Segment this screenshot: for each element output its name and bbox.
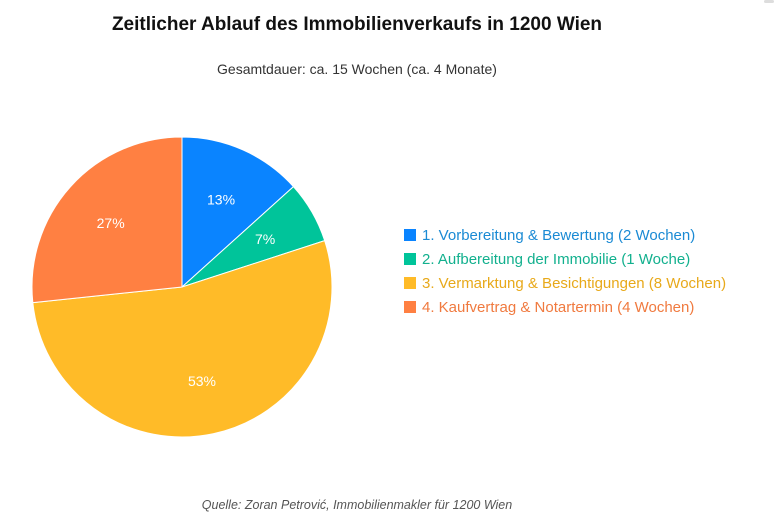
chart-title: Zeitlicher Ablauf des Immobilienverkaufs… (111, 14, 603, 35)
pie-slice-3[interactable] (32, 240, 333, 438)
legend-swatch-4 (404, 301, 416, 313)
legend-swatch-3 (404, 277, 416, 289)
legend-item-2[interactable]: 2. Aufbereitung der Immobilie (1 Woche) (404, 247, 726, 271)
chart-legend: 1. Vorbereitung & Bewertung (2 Wochen) 2.… (404, 223, 726, 319)
legend-label-4: 4. Kaufvertrag & Notartermin (4 Wochen) (422, 298, 695, 316)
pie-slice-label-3: 53% (188, 373, 216, 389)
legend-label-3: 3. Vermarktung & Besichtigungen (8 Woche… (422, 274, 727, 292)
legend-label-2: 2. Aufbereitung der Immobilie (1 Woche) (422, 250, 691, 268)
legend-swatch-2 (404, 253, 416, 265)
pie-slice-label-1: 13% (207, 191, 235, 207)
window-corner-indicator (764, 0, 774, 3)
pie-slices (31, 136, 333, 438)
chart-subtitle: Gesamtdauer: ca. 15 Wochen (ca. 4 Monate… (217, 61, 497, 77)
legend-item-3[interactable]: 3. Vermarktung & Besichtigungen (8 Woche… (404, 271, 726, 295)
legend-item-4[interactable]: 4. Kaufvertrag & Notartermin (4 Wochen) (404, 295, 726, 319)
legend-item-1[interactable]: 1. Vorbereitung & Bewertung (2 Wochen) (404, 223, 726, 247)
pie-slice-label-4: 27% (97, 215, 125, 231)
pie-slice-label-2: 7% (255, 231, 275, 247)
chart-source: Quelle: Zoran Petrović, Immobilienmakler… (201, 498, 513, 512)
pie-slice-4[interactable] (31, 136, 183, 304)
legend-label-1: 1. Vorbereitung & Bewertung (2 Wochen) (422, 226, 696, 244)
pie-slice-labels: 13% 7% 53% 27% (97, 191, 276, 389)
legend-swatch-1 (404, 229, 416, 241)
pie-slice-1[interactable] (181, 136, 295, 289)
